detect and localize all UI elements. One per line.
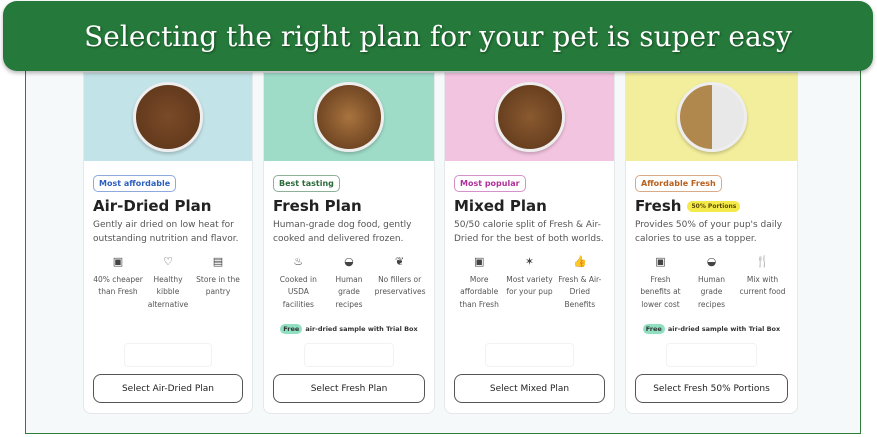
- free-sample-text: air-dried sample with Trial Box: [667, 325, 781, 333]
- placeholder-box: [485, 343, 574, 367]
- food-bowl-image: [314, 82, 384, 152]
- plan-image: [84, 73, 252, 161]
- placeholder-box: [124, 343, 212, 367]
- pot-icon: ♨: [293, 255, 304, 268]
- feature-item: ▣ More affordable than Fresh: [454, 255, 504, 311]
- free-sample-text: air-dried sample with Trial Box: [305, 325, 418, 333]
- placeholder-box: [666, 343, 757, 367]
- feature-text: Healthy kibble alternative: [147, 274, 189, 309]
- free-sample-note: Free air-dried sample with Trial Box: [626, 324, 797, 334]
- feature-text: Human grade recipes: [335, 274, 363, 309]
- plan-card: Affordable Fresh Fresh 50% Portions Provi…: [625, 72, 798, 414]
- feature-text: Store in the pantry: [196, 274, 240, 297]
- box-icon: ▤: [212, 255, 224, 268]
- feature-text: Most variety for your pup: [506, 274, 553, 297]
- food-bowl-image: [494, 82, 565, 152]
- placeholder-box: [304, 343, 394, 367]
- feature-text: Mix with current food: [739, 274, 786, 297]
- plan-card: Most popular Mixed Plan 50/50 calorie sp…: [444, 72, 615, 414]
- feature-item: 👍 Fresh & Air-Dried Benefits: [555, 255, 605, 311]
- plan-badge: Affordable Fresh: [635, 175, 722, 192]
- food-bowl-image: [133, 82, 203, 152]
- feature-text: Cooked in USDA facilities: [279, 274, 317, 309]
- select-plan-button[interactable]: Select Fresh 50% Portions: [635, 374, 788, 403]
- feature-text: No fillers or preservatives: [374, 274, 426, 297]
- plan-image: [626, 73, 797, 161]
- leaf-icon: ❦: [395, 255, 405, 268]
- wallet-icon: ▣: [473, 255, 485, 268]
- plan-description: Provides 50% of your pup's daily calorie…: [635, 220, 783, 244]
- plan-description: Human-grade dog food, gently cooked and …: [273, 220, 412, 244]
- free-badge: Free: [280, 324, 303, 334]
- plan-badge: Most popular: [454, 175, 526, 192]
- bowl-icon: ◒: [344, 255, 354, 268]
- plan-title-text: Air-Dried Plan: [93, 197, 212, 215]
- feature-text: Fresh & Air-Dried Benefits: [558, 274, 602, 309]
- plan-title: Fresh Plan: [273, 197, 425, 215]
- plan-badge: Most affordable: [93, 175, 177, 192]
- feature-item: ◒ Human grade recipes: [687, 255, 737, 311]
- fork-knife-icon: 🍴: [755, 255, 770, 268]
- feature-list: ▣ 40% cheaper than Fresh ♡ Healthy kibble a…: [93, 255, 243, 311]
- feature-item: ▣ Fresh benefits at lower cost: [636, 255, 686, 311]
- feature-list: ▣ Fresh benefits at lower cost ◒ Human grad…: [635, 255, 788, 311]
- food-bowl-image: [676, 82, 747, 152]
- plan-image: [264, 73, 434, 161]
- feature-item: ◒ Human grade recipes: [324, 255, 374, 311]
- plan-title-text: Fresh: [635, 197, 682, 215]
- feature-item: ▣ 40% cheaper than Fresh: [93, 255, 143, 311]
- feature-item: ▤ Store in the pantry: [193, 255, 243, 311]
- portion-pill: 50% Portions: [687, 200, 741, 212]
- plan-description: 50/50 calorie split of Fresh & Air-Dried…: [454, 220, 604, 244]
- plan-card: Best tasting Fresh Plan Human-grade dog …: [263, 72, 435, 414]
- wallet-icon: ▣: [112, 255, 124, 268]
- banner-title: Selecting the right plan for your pet is…: [3, 1, 873, 71]
- plan-title: Air-Dried Plan: [93, 197, 243, 215]
- feature-item: ♨ Cooked in USDA facilities: [273, 255, 323, 311]
- heart-icon: ♡: [163, 255, 173, 268]
- free-sample-note: Free air-dried sample with Trial Box: [264, 324, 434, 334]
- feature-text: 40% cheaper than Fresh: [93, 274, 143, 297]
- feature-item: ♡ Healthy kibble alternative: [143, 255, 193, 311]
- wallet-icon: ▣: [655, 255, 666, 268]
- feature-text: Human grade recipes: [697, 274, 726, 309]
- plan-title: Fresh 50% Portions: [635, 197, 788, 215]
- feature-list: ♨ Cooked in USDA facilities ◒ Human grade r…: [273, 255, 426, 311]
- feature-item: 🍴 Mix with current food: [738, 255, 788, 311]
- select-plan-button[interactable]: Select Mixed Plan: [454, 374, 605, 403]
- plan-title-text: Fresh Plan: [273, 197, 362, 215]
- plan-description: Gently air dried on low heat for outstan…: [93, 220, 239, 244]
- plan-badge: Best tasting: [273, 175, 340, 192]
- feature-item: ✶ Most variety for your pup: [504, 255, 554, 311]
- thumbs-up-icon: 👍: [572, 255, 587, 268]
- feature-text: Fresh benefits at lower cost: [640, 274, 681, 309]
- plan-image: [445, 73, 614, 161]
- free-badge: Free: [642, 324, 665, 334]
- select-plan-button[interactable]: Select Air-Dried Plan: [93, 374, 243, 403]
- select-plan-button[interactable]: Select Fresh Plan: [273, 374, 425, 403]
- plan-title: Mixed Plan: [454, 197, 605, 215]
- bowl-icon: ◒: [706, 255, 717, 268]
- plan-card: Most affordable Air-Dried Plan Gently ai…: [83, 72, 253, 414]
- feature-text: More affordable than Fresh: [459, 274, 499, 309]
- feature-list: ▣ More affordable than Fresh ✶ Most variety…: [454, 255, 605, 311]
- party-icon: ✶: [524, 255, 535, 268]
- plan-title-text: Mixed Plan: [454, 197, 547, 215]
- feature-item: ❦ No fillers or preservatives: [374, 255, 426, 311]
